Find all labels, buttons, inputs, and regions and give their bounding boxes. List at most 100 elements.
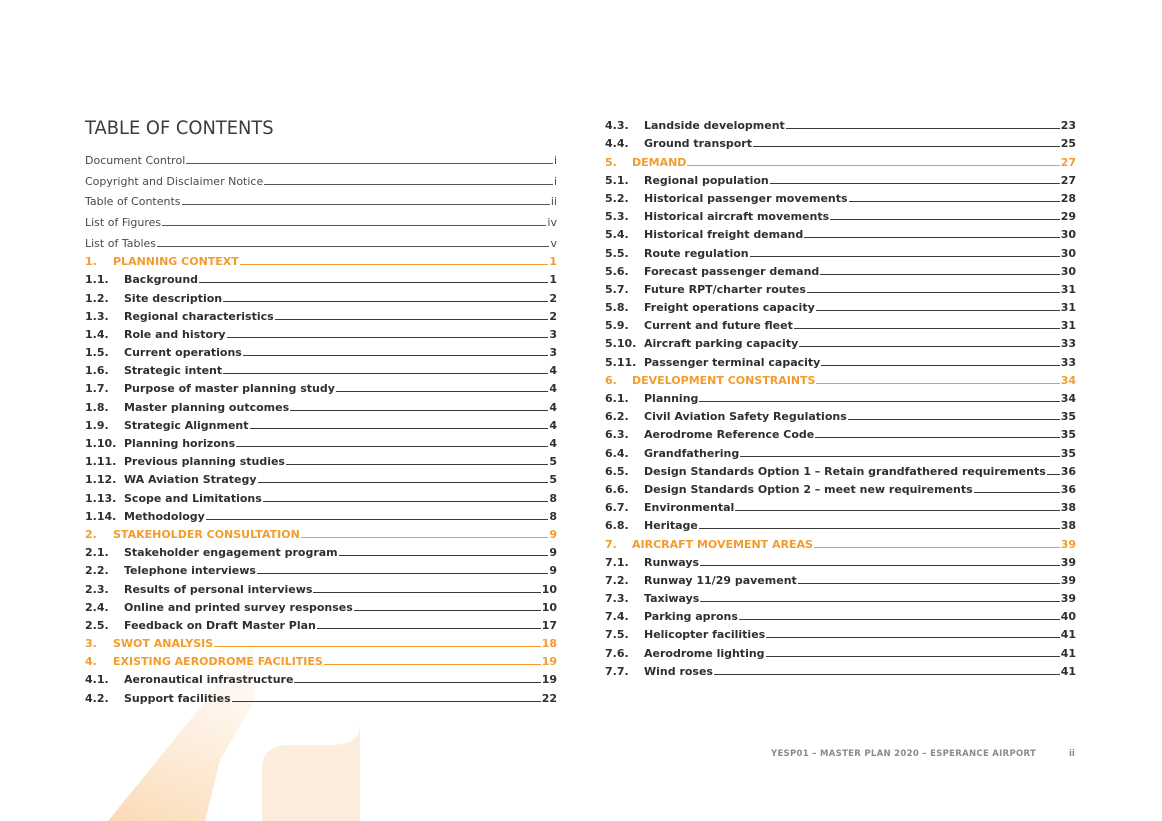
toc-entry-page: 30 [1060, 264, 1076, 278]
toc-front-entry[interactable]: List of Tables v [85, 229, 557, 250]
toc-entry-number: 5.5. [605, 246, 629, 260]
toc-front-entry[interactable]: Document Control i [85, 146, 557, 167]
toc-leader-line [793, 328, 1060, 330]
toc-leader-line [239, 264, 549, 266]
toc-section-entry[interactable]: 4. EXISTING AERODROME FACILITIES 19 [85, 650, 557, 668]
toc-subsection-entry[interactable]: 7.1. Runways 39 [605, 551, 1076, 569]
toc-subsection-entry[interactable]: 1.1. Background 1 [85, 268, 557, 286]
toc-subsection-entry[interactable]: 1.3. Regional characteristics 2 [85, 305, 557, 323]
toc-leader-line [815, 310, 1060, 312]
toc-entry-label: Aeronautical infrastructure [124, 673, 294, 687]
toc-entry-number: 2.5. [85, 618, 109, 632]
toc-subsection-entry[interactable]: 2.2. Telephone interviews 9 [85, 559, 557, 577]
toc-entry-label: Aerodrome Reference Code [644, 428, 815, 442]
toc-subsection-entry[interactable]: 1.4. Role and history 3 [85, 323, 557, 341]
toc-section-entry[interactable]: 3. SWOT ANALYSIS 18 [85, 632, 557, 650]
toc-leader-line [797, 582, 1060, 584]
toc-subsection-entry[interactable]: 1.14. Methodology 8 [85, 505, 557, 523]
toc-subsection-entry[interactable]: 2.3. Results of personal interviews 10 [85, 577, 557, 596]
toc-subsection-entry[interactable]: 4.4. Ground transport 25 [605, 132, 1076, 150]
toc-entry-number: 7.2. [605, 573, 629, 587]
toc-subsection-entry[interactable]: 2.4. Online and printed survey responses 1… [85, 596, 557, 614]
toc-section-entry[interactable]: 2. STAKEHOLDER CONSULTATION 9 [85, 523, 557, 541]
toc-subsection-entry[interactable]: 5.8. Freight operations capacity 31 [605, 296, 1076, 314]
toc-entry-label: Methodology [124, 509, 205, 523]
toc-subsection-entry[interactable]: 1.2. Site description 2 [85, 286, 557, 305]
toc-subsection-entry[interactable]: 4.3. Landside development 23 [605, 114, 1076, 132]
toc-subsection-entry[interactable]: 4.1. Aeronautical infrastructure 19 [85, 668, 557, 686]
toc-entry-label: Planning [644, 392, 699, 405]
toc-subsection-entry[interactable]: 1.5. Current operations 3 [85, 341, 557, 359]
toc-subsection-entry[interactable]: 1.10. Planning horizons 4 [85, 432, 557, 450]
toc-subsection-entry[interactable]: 2.5. Feedback on Draft Master Plan 17 [85, 614, 557, 632]
toc-subsection-entry[interactable]: 2.1. Stakeholder engagement program 9 [85, 541, 557, 559]
toc-subsection-entry[interactable]: 6.7. Environmental 38 [605, 496, 1076, 514]
toc-entry-label: Parking aprons [644, 610, 738, 624]
toc-subsection-entry[interactable]: 1.7. Purpose of master planning study 4 [85, 377, 557, 395]
toc-subsection-entry[interactable]: 7.5. Helicopter facilities 41 [605, 623, 1076, 641]
toc-leader-line [698, 528, 1060, 530]
toc-entry-label: Master planning outcomes [124, 400, 290, 414]
toc-entry-page: 31 [1060, 301, 1076, 315]
toc-subsection-entry[interactable]: 5.5. Route regulation 30 [605, 241, 1076, 260]
toc-subsection-entry[interactable]: 1.8. Master planning outcomes 4 [85, 395, 557, 414]
toc-front-entry[interactable]: Copyright and Disclaimer Notice i [85, 167, 557, 188]
toc-subsection-entry[interactable]: 5.10. Aircraft parking capacity 33 [605, 332, 1076, 350]
toc-subsection-entry[interactable]: 6.4. Grandfathering 35 [605, 441, 1076, 460]
toc-entry-label: Heritage [644, 519, 698, 533]
toc-subsection-entry[interactable]: 7.2. Runway 11/29 pavement 39 [605, 569, 1076, 587]
toc-subsection-entry[interactable]: 5.3. Historical aircraft movements 29 [605, 205, 1076, 223]
toc-subsection-entry[interactable]: 5.6. Forecast passenger demand 30 [605, 260, 1076, 278]
toc-subsection-entry[interactable]: 1.11. Previous planning studies 5 [85, 450, 557, 468]
toc-entry-label: Strategic intent [124, 364, 223, 378]
toc-entry-number: 7.4. [605, 610, 629, 624]
toc-section-entry[interactable]: 1. PLANNING CONTEXT 1 [85, 250, 557, 268]
toc-entry-page: 1 [549, 273, 557, 287]
toc-leader-line [242, 355, 549, 357]
toc-subsection-entry[interactable]: 7.4. Parking aprons 40 [605, 605, 1076, 623]
toc-subsection-entry[interactable]: 7.7. Wind roses 41 [605, 660, 1076, 678]
toc-entry-number: 2. [85, 527, 97, 541]
toc-subsection-entry[interactable]: 5.2. Historical passenger movements 28 [605, 187, 1076, 205]
toc-subsection-entry[interactable]: 1.13. Scope and Limitations 8 [85, 486, 557, 505]
toc-leader-line [226, 336, 549, 338]
toc-subsection-entry[interactable]: 6.5. Design Standards Option 1 – Retain g… [605, 460, 1076, 478]
toc-entry-page: 34 [1060, 392, 1076, 405]
toc-entry-page: 10 [541, 582, 557, 596]
toc-right-list: 4.3. Landside development 23 4.4. Ground tra… [605, 114, 1076, 678]
toc-subsection-entry[interactable]: 5.7. Future RPT/charter routes 31 [605, 278, 1076, 296]
toc-entry-number: 1.13. [85, 491, 117, 505]
toc-entry-number: 5.3. [605, 210, 629, 224]
toc-entry-label: Environmental [644, 501, 735, 515]
toc-subsection-entry[interactable]: 1.6. Strategic intent 4 [85, 359, 557, 377]
toc-subsection-entry[interactable]: 7.6. Aerodrome lighting 41 [605, 641, 1076, 660]
toc-entry-label: Background [124, 273, 199, 287]
toc-entry-label: Online and printed survey responses [124, 600, 353, 614]
toc-subsection-entry[interactable]: 5.9. Current and future fleet 31 [605, 314, 1076, 332]
toc-subsection-entry[interactable]: 1.9. Strategic Alignment 4 [85, 414, 557, 432]
toc-entry-page: 5 [549, 455, 557, 469]
toc-section-entry[interactable]: 7. AIRCRAFT MOVEMENT AREAS 39 [605, 532, 1076, 551]
toc-entry-page: ii [550, 195, 557, 209]
toc-entry-label: Strategic Alignment [124, 418, 249, 432]
toc-subsection-entry[interactable]: 1.12. WA Aviation Strategy 5 [85, 468, 557, 486]
toc-section-entry[interactable]: 6. DEVELOPMENT CONSTRAINTS 34 [605, 369, 1076, 387]
toc-subsection-entry[interactable]: 6.1. Planning 34 [605, 387, 1076, 405]
toc-subsection-entry[interactable]: 5.1. Regional population 27 [605, 169, 1076, 187]
toc-subsection-entry[interactable]: 6.2. Civil Aviation Safety Regulations 35 [605, 405, 1076, 423]
toc-subsection-entry[interactable]: 6.8. Heritage 38 [605, 514, 1076, 532]
toc-entry-label: Current operations [124, 346, 242, 360]
toc-subsection-entry[interactable]: 5.11. Passenger terminal capacity 33 [605, 350, 1076, 369]
toc-leader-line [700, 601, 1060, 603]
toc-subsection-entry[interactable]: 4.2. Support facilities 22 [85, 686, 557, 705]
toc-front-entry[interactable]: Table of Contents ii [85, 188, 557, 209]
toc-section-entry[interactable]: 5. DEMAND 27 [605, 150, 1076, 169]
toc-front-entry[interactable]: List of Figures iv [85, 208, 557, 229]
toc-subsection-entry[interactable]: 6.3. Aerodrome Reference Code 35 [605, 423, 1076, 441]
toc-entry-label: Runways [644, 555, 700, 569]
toc-entry-label: Scope and Limitations [124, 491, 262, 505]
toc-leader-line [700, 564, 1060, 566]
toc-subsection-entry[interactable]: 7.3. Taxiways 39 [605, 587, 1076, 605]
toc-subsection-entry[interactable]: 6.6. Design Standards Option 2 – meet new… [605, 478, 1076, 496]
toc-subsection-entry[interactable]: 5.4. Historical freight demand 30 [605, 223, 1076, 241]
